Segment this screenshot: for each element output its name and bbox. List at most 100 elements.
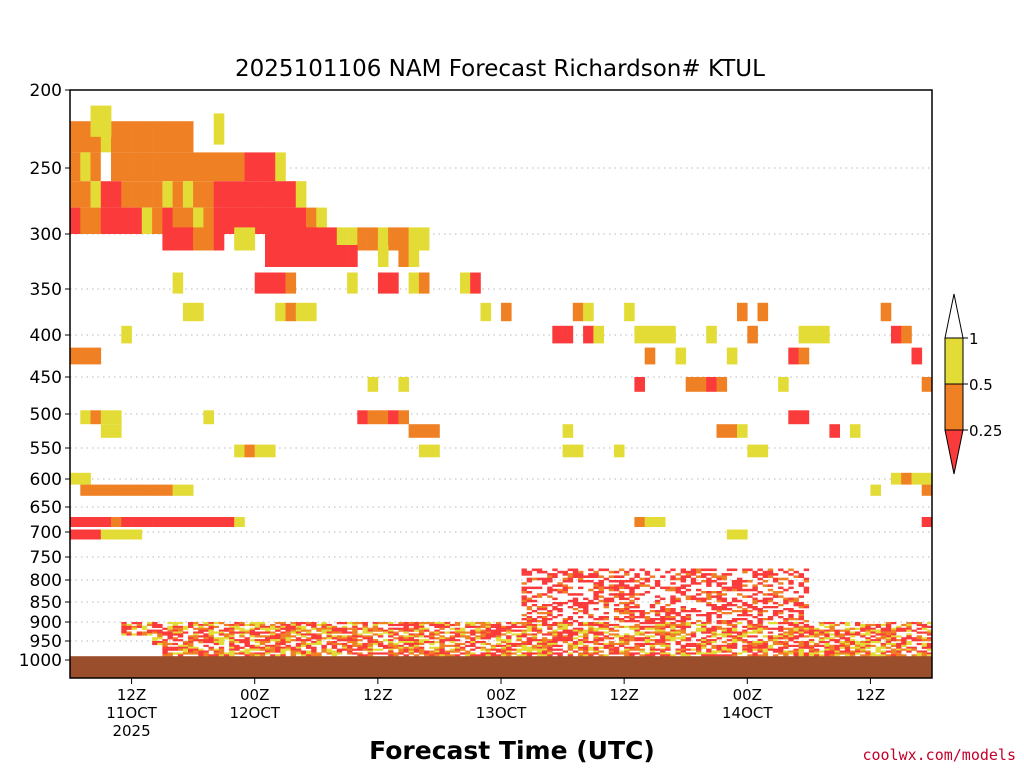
boundary-layer-cell bbox=[141, 627, 148, 630]
boundary-layer-cell bbox=[418, 631, 425, 634]
boundary-layer-cell bbox=[834, 641, 840, 644]
boundary-layer-cell bbox=[624, 606, 630, 609]
boundary-layer-cell bbox=[578, 602, 584, 605]
heatmap-cell bbox=[429, 444, 440, 458]
boundary-layer-cell bbox=[162, 648, 168, 651]
heatmap-cell bbox=[552, 325, 563, 344]
boundary-layer-cell bbox=[531, 644, 538, 647]
boundary-layer-cell bbox=[670, 627, 676, 630]
boundary-layer-cell bbox=[536, 629, 543, 632]
boundary-layer-cell bbox=[921, 654, 928, 657]
boundary-layer-cell bbox=[547, 648, 553, 651]
boundary-layer-cell bbox=[737, 652, 743, 655]
boundary-layer-cell bbox=[752, 635, 758, 638]
boundary-layer-cell bbox=[567, 646, 574, 649]
boundary-layer-cell bbox=[372, 642, 379, 646]
boundary-layer-cell bbox=[701, 591, 707, 594]
boundary-layer-cell bbox=[757, 618, 763, 621]
boundary-layer-cell bbox=[439, 623, 445, 627]
heatmap-cell bbox=[737, 529, 748, 540]
boundary-layer-cell bbox=[306, 633, 312, 636]
boundary-layer-cell bbox=[834, 650, 840, 653]
boundary-layer-cell bbox=[788, 614, 794, 617]
boundary-layer-cell bbox=[711, 633, 717, 636]
boundary-layer-cell bbox=[644, 616, 651, 619]
boundary-layer-cell bbox=[383, 644, 389, 647]
boundary-layer-cell bbox=[798, 629, 804, 632]
boundary-layer-cell bbox=[634, 580, 640, 583]
boundary-layer-cell bbox=[280, 639, 286, 642]
boundary-layer-cell bbox=[762, 625, 769, 628]
heatmap-cell bbox=[275, 181, 286, 208]
boundary-layer-cell bbox=[685, 633, 692, 636]
heatmap-cell bbox=[182, 302, 194, 322]
boundary-layer-cell bbox=[783, 654, 789, 657]
boundary-layer-cell bbox=[536, 641, 543, 644]
boundary-layer-cell bbox=[598, 625, 604, 628]
boundary-layer-cell bbox=[208, 625, 214, 628]
boundary-layer-cell bbox=[593, 652, 599, 655]
boundary-layer-cell bbox=[644, 612, 651, 615]
boundary-layer-cell bbox=[793, 652, 799, 655]
boundary-layer-cell bbox=[613, 635, 620, 638]
boundary-layer-cell bbox=[690, 570, 697, 574]
boundary-layer-cell bbox=[188, 637, 194, 640]
boundary-layer-cell bbox=[198, 654, 204, 657]
boundary-layer-cell bbox=[783, 644, 789, 647]
boundary-layer-cell bbox=[624, 573, 630, 576]
boundary-layer-cell bbox=[757, 631, 763, 634]
boundary-layer-cell bbox=[690, 648, 697, 651]
boundary-layer-cell bbox=[665, 612, 671, 615]
boundary-layer-cell bbox=[429, 635, 435, 638]
boundary-layer-cell bbox=[542, 618, 548, 621]
boundary-layer-cell bbox=[177, 627, 184, 630]
boundary-layer-cell bbox=[578, 631, 584, 634]
heatmap-cell bbox=[131, 517, 143, 527]
boundary-layer-cell bbox=[767, 597, 774, 601]
boundary-layer-cell bbox=[731, 586, 738, 590]
boundary-layer-cell bbox=[213, 642, 220, 646]
boundary-layer-cell bbox=[454, 654, 461, 657]
boundary-layer-cell bbox=[357, 652, 363, 655]
boundary-layer-cell bbox=[747, 654, 753, 657]
boundary-layer-cell bbox=[506, 646, 512, 649]
boundary-layer-cell bbox=[465, 623, 471, 627]
boundary-layer-cell bbox=[578, 642, 584, 646]
boundary-layer-cell bbox=[814, 631, 820, 634]
boundary-layer-cell bbox=[619, 591, 625, 594]
heatmap-cell bbox=[377, 227, 389, 251]
boundary-layer-cell bbox=[762, 627, 769, 630]
heatmap-cell bbox=[162, 517, 173, 527]
boundary-layer-cell bbox=[598, 582, 604, 585]
boundary-layer-cell bbox=[747, 631, 753, 634]
heatmap-cell bbox=[265, 181, 276, 208]
boundary-layer-cell bbox=[531, 652, 538, 655]
boundary-layer-cell bbox=[680, 591, 686, 594]
boundary-layer-cell bbox=[249, 654, 255, 657]
boundary-layer-cell bbox=[552, 575, 558, 578]
boundary-layer-cell bbox=[737, 580, 743, 583]
boundary-layer-cell bbox=[454, 642, 461, 646]
boundary-layer-cell bbox=[834, 635, 840, 638]
boundary-layer-cell bbox=[701, 597, 707, 601]
boundary-layer-cell bbox=[449, 631, 456, 634]
boundary-layer-cell bbox=[449, 627, 456, 630]
boundary-layer-cell bbox=[393, 652, 399, 655]
boundary-layer-cell bbox=[762, 593, 769, 596]
boundary-layer-cell bbox=[670, 577, 676, 581]
boundary-layer-cell bbox=[280, 650, 286, 653]
boundary-layer-cell bbox=[778, 637, 784, 640]
boundary-layer-cell bbox=[408, 627, 414, 630]
boundary-layer-cell bbox=[408, 644, 414, 647]
boundary-layer-cell bbox=[316, 627, 322, 630]
boundary-layer-bands bbox=[121, 568, 933, 657]
y-tick-label: 400 bbox=[30, 326, 62, 346]
boundary-layer-cell bbox=[608, 575, 615, 578]
boundary-layer-cell bbox=[567, 586, 574, 590]
boundary-layer-cell bbox=[295, 642, 302, 646]
boundary-layer-cell bbox=[696, 648, 702, 651]
boundary-layer-cell bbox=[772, 650, 779, 653]
boundary-layer-cell bbox=[896, 639, 902, 642]
boundary-layer-cell bbox=[737, 593, 743, 596]
heatmap-cell bbox=[788, 410, 799, 425]
